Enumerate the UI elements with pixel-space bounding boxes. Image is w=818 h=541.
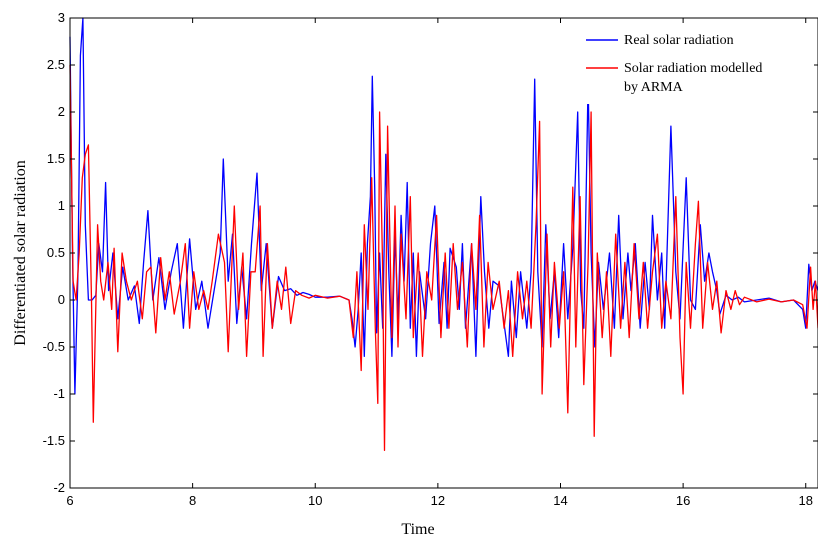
y-tick-label: 2.5 (47, 57, 65, 72)
legend-label: Solar radiation modelled (624, 61, 762, 76)
x-axis-title: Time (401, 521, 434, 538)
y-axis-ticks: -2 -1.5 -1 -0.5 0 0.5 1 1.5 2 2.5 3 (43, 10, 818, 495)
series-line-real (69, 17, 818, 395)
y-tick-label: 1.5 (47, 151, 65, 166)
y-tick-label: -1.5 (43, 433, 65, 448)
y-axis-title: Differentiated solar radiation (12, 160, 29, 345)
x-axis-ticks: 6 8 10 12 14 16 18 (66, 18, 813, 508)
legend: Real solar radiation Solar radiation mode… (578, 28, 814, 104)
x-tick-label: 8 (189, 493, 196, 508)
y-tick-label: 3 (58, 10, 65, 25)
x-tick-label: 12 (431, 493, 445, 508)
series-line-arma (69, 64, 818, 452)
x-tick-label: 16 (676, 493, 690, 508)
y-tick-label: 0 (58, 292, 65, 307)
x-tick-label: 14 (553, 493, 567, 508)
legend-label: by ARMA (624, 80, 684, 95)
legend-label: Real solar radiation (624, 33, 734, 48)
y-tick-label: -0.5 (43, 339, 65, 354)
y-tick-label: 1 (58, 198, 65, 213)
y-tick-label: -1 (53, 386, 65, 401)
x-tick-label: 18 (799, 493, 813, 508)
series-layer (69, 17, 818, 452)
y-tick-label: 2 (58, 104, 65, 119)
x-tick-label: 10 (308, 493, 322, 508)
y-tick-label: 0.5 (47, 245, 65, 260)
x-tick-label: 6 (66, 493, 73, 508)
y-tick-label: -2 (53, 480, 65, 495)
